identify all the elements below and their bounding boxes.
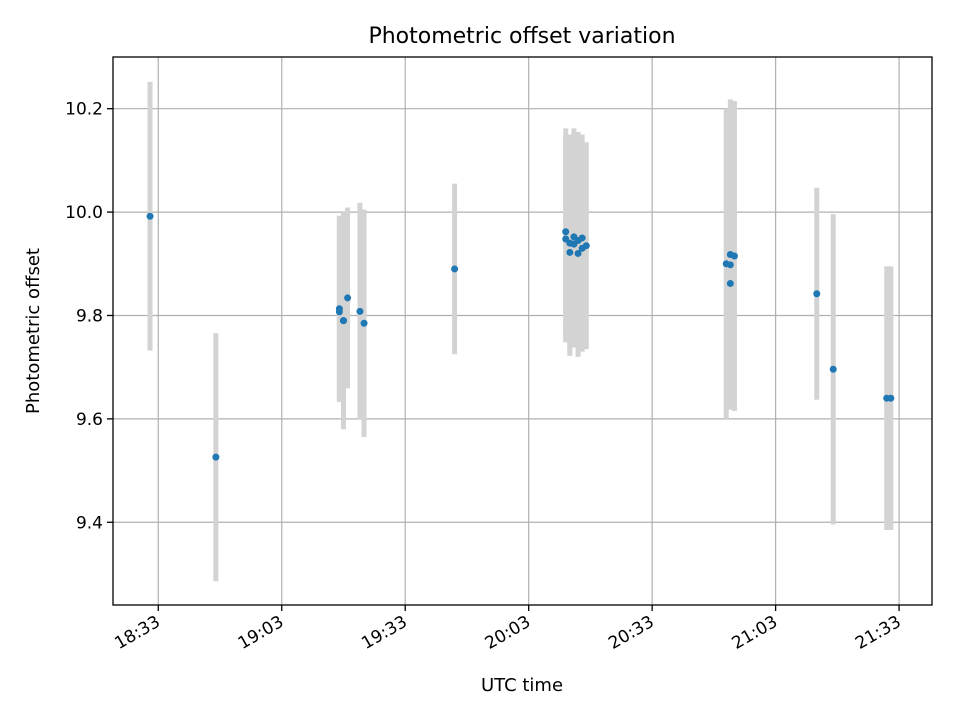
- x-tick-label: 20:33: [605, 612, 657, 654]
- data-points: [146, 212, 895, 461]
- x-tick-label: 18:33: [111, 612, 163, 654]
- data-point: [562, 228, 570, 236]
- x-axis-ticks: 18:33 19:03 19:33 20:03 20:33 21:03 21:33: [111, 605, 905, 654]
- x-tick-label: 19:33: [358, 612, 410, 654]
- data-point: [212, 453, 220, 461]
- data-point: [566, 248, 574, 256]
- x-tick-label: 21:03: [729, 612, 781, 654]
- y-tick-label: 10.0: [65, 203, 103, 223]
- data-point: [451, 265, 459, 273]
- error-bars: [147, 81, 894, 582]
- y-tick-label: 9.8: [76, 306, 103, 326]
- x-tick-label: 19:03: [235, 612, 287, 654]
- x-tick-label: 20:03: [482, 612, 534, 654]
- data-point: [726, 279, 734, 287]
- x-tick-label: 21:33: [852, 612, 904, 654]
- data-point: [344, 294, 352, 302]
- y-tick-label: 10.2: [65, 100, 103, 120]
- data-point: [360, 319, 368, 327]
- data-point: [813, 290, 821, 298]
- chart-title: Photometric offset variation: [368, 24, 675, 49]
- data-point: [146, 212, 154, 220]
- grid: [113, 57, 932, 605]
- data-point: [829, 365, 837, 373]
- y-tick-label: 9.4: [76, 513, 103, 533]
- data-point: [335, 308, 343, 316]
- data-point: [730, 252, 738, 260]
- data-point: [578, 234, 586, 242]
- data-point: [726, 261, 734, 269]
- data-point: [887, 394, 895, 402]
- y-tick-label: 9.6: [76, 410, 103, 430]
- data-point: [582, 242, 590, 250]
- data-point: [356, 307, 364, 315]
- y-axis-label: Photometric offset: [23, 248, 44, 414]
- x-axis-label: UTC time: [481, 675, 563, 696]
- y-axis-ticks: 9.4 9.6 9.8 10.0 10.2: [65, 100, 113, 533]
- data-point: [339, 317, 347, 325]
- data-point: [574, 249, 582, 257]
- plot-frame: [112, 56, 933, 606]
